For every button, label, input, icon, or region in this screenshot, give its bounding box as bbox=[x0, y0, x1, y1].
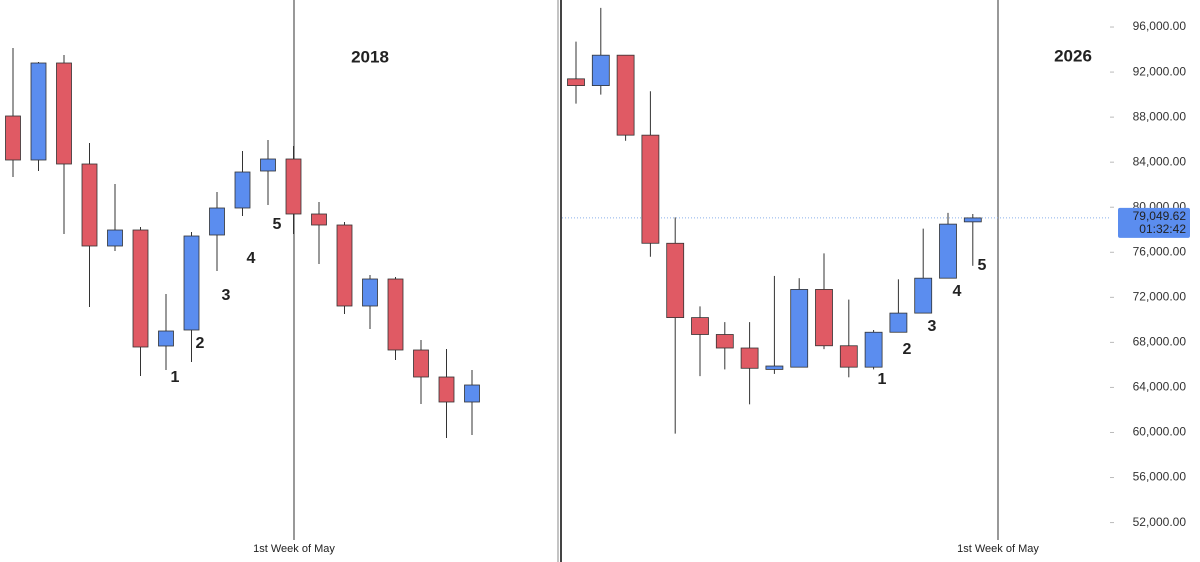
candle-body bbox=[158, 330, 174, 347]
candle-body bbox=[413, 349, 429, 378]
candle-body bbox=[914, 277, 933, 314]
candle-body bbox=[81, 163, 98, 247]
y-tick-label: 76,000.00 bbox=[1133, 244, 1187, 258]
y-tick-label: 64,000.00 bbox=[1133, 380, 1187, 394]
candle-body bbox=[5, 115, 21, 161]
countdown: 01:32:42 bbox=[1139, 222, 1186, 236]
wave-label: 3 bbox=[928, 318, 937, 335]
event-label: 1st Week of May bbox=[253, 543, 335, 555]
candle-body bbox=[939, 223, 957, 279]
price-tag-label: 79,049.62 bbox=[1133, 209, 1187, 223]
wave-label: 1 bbox=[171, 369, 180, 386]
candle-body bbox=[362, 278, 378, 307]
candle-body bbox=[666, 242, 685, 319]
candle-body bbox=[107, 229, 123, 247]
candle-body bbox=[889, 312, 908, 333]
price-tag bbox=[1118, 207, 1190, 238]
candle-body bbox=[387, 278, 404, 351]
event-label: 1st Week of May bbox=[957, 543, 1039, 555]
y-tick-label: 60,000.00 bbox=[1133, 425, 1187, 439]
wave-label: 1 bbox=[878, 371, 887, 388]
wave-label: 2 bbox=[903, 341, 912, 358]
chart-title: 2018 bbox=[351, 47, 389, 66]
candle-body bbox=[464, 384, 480, 403]
candle-body bbox=[183, 235, 200, 331]
candle-body bbox=[691, 317, 709, 335]
candle-body bbox=[234, 171, 251, 209]
wave-label: 2 bbox=[196, 335, 205, 352]
candle-body bbox=[815, 289, 833, 347]
y-tick-label: 92,000.00 bbox=[1133, 64, 1187, 78]
candle-body bbox=[260, 158, 276, 172]
wave-label: 5 bbox=[273, 216, 282, 233]
wave-label: 5 bbox=[978, 257, 987, 274]
y-tick-label: 56,000.00 bbox=[1133, 470, 1187, 484]
candle-body bbox=[336, 224, 353, 307]
candle-body bbox=[132, 229, 149, 348]
y-tick-label: 88,000.00 bbox=[1133, 109, 1187, 123]
wave-label: 3 bbox=[222, 287, 231, 304]
candle-body bbox=[864, 331, 883, 368]
candle-body bbox=[616, 54, 635, 136]
candle-body bbox=[311, 213, 327, 226]
candle-body bbox=[790, 289, 809, 368]
candle-body bbox=[285, 158, 302, 215]
candle-body bbox=[209, 207, 225, 236]
candle-body bbox=[438, 376, 455, 403]
candle-body bbox=[641, 134, 660, 244]
candle-body bbox=[963, 217, 982, 223]
candle-body bbox=[56, 62, 72, 165]
candle-body bbox=[567, 78, 585, 86]
y-tick-label: 72,000.00 bbox=[1133, 290, 1187, 304]
candle-body bbox=[740, 347, 759, 369]
y-tick-label: 84,000.00 bbox=[1133, 154, 1187, 168]
candle-body bbox=[591, 54, 610, 86]
chart-title: 2026 bbox=[1054, 46, 1092, 65]
wave-label: 4 bbox=[247, 250, 256, 267]
candle-body bbox=[765, 365, 784, 370]
wave-label: 4 bbox=[953, 283, 962, 300]
y-tick-label: 68,000.00 bbox=[1133, 335, 1187, 349]
y-tick-label: 52,000.00 bbox=[1133, 515, 1187, 529]
candle-body bbox=[715, 334, 734, 349]
y-tick-label: 96,000.00 bbox=[1133, 19, 1187, 33]
candle-body bbox=[30, 62, 47, 161]
candle-body bbox=[839, 345, 858, 368]
